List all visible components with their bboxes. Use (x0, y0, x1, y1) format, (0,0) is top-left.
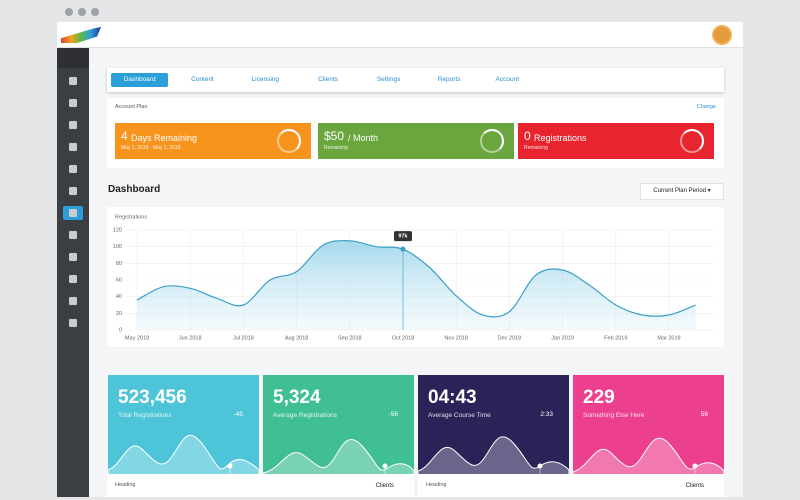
stat-label: Something Else Here (583, 412, 645, 419)
nav-tab[interactable]: Content (191, 76, 214, 83)
sparkline (573, 437, 724, 486)
text: Days Remaining (131, 133, 198, 143)
dashboard-title: Dashboard (108, 184, 161, 195)
stat-change: 56 (700, 411, 708, 418)
x-tick-label: Jul 2018 (233, 335, 254, 341)
sidebar-icon[interactable] (63, 140, 83, 154)
y-tick-label: 40 (116, 294, 122, 300)
stat-label: Average Course Time (428, 412, 491, 419)
avatar[interactable] (712, 25, 732, 45)
x-tick-label: Feb 2019 (604, 335, 627, 341)
line (136, 240, 696, 318)
x-tick-label: Jan 2019 (551, 335, 574, 341)
nav-tab[interactable]: Settings (376, 76, 401, 83)
heading: Heading (426, 482, 447, 488)
text: Registrations (534, 133, 587, 143)
stat-label: Average Registrations (273, 412, 337, 419)
number: $50 (324, 129, 345, 143)
sub: Remaining (524, 145, 548, 151)
filter[interactable]: Clients (685, 483, 704, 489)
sidebar-icon[interactable] (63, 272, 83, 286)
sub: Remaining (324, 145, 348, 151)
nav-tab[interactable]: Dashboard (111, 73, 169, 87)
y-tick-label: 100 (113, 244, 122, 250)
stat-change: -56 (388, 411, 398, 418)
x-tick-label: May 2018 (125, 335, 149, 341)
bottom-panel: Heading Clients (418, 474, 724, 497)
plan-card: $50/ Month Remaining (318, 123, 514, 159)
chart-panel: Registrations 0 20 40 60 80 100 120 May 2018 Jun… (107, 207, 724, 347)
stat-value: 5,324 (273, 387, 321, 408)
nav-tab[interactable]: Reports (437, 76, 461, 83)
sidebar-icon[interactable] (63, 162, 83, 176)
logo (61, 27, 101, 43)
stat-value: 229 (583, 387, 615, 408)
stat-card: 229 Something Else Here 56 (573, 375, 724, 486)
y-tick-label: 80 (116, 261, 122, 267)
nav-tab[interactable]: Clients (318, 76, 339, 83)
heading: Heading (115, 482, 136, 488)
sidebar-icon[interactable] (63, 228, 83, 242)
nav-tab[interactable]: Licensing (251, 76, 280, 83)
x-tick-label: Nov 2018 (444, 335, 468, 341)
sub: May 2, 2018 - May 2, 2018 (121, 145, 181, 151)
label: Account Plan (115, 104, 148, 110)
nav-tab[interactable]: Account (495, 76, 520, 83)
y-tick-label: 0 (119, 327, 122, 333)
stat-label: Total Registrations (118, 412, 172, 419)
window: Dashboard Content Licensing Clients Settings… (57, 22, 743, 497)
sidebar-icon[interactable] (63, 316, 83, 330)
sidebar-icon[interactable] (63, 294, 83, 308)
stat-change: 2:33 (540, 411, 553, 418)
area (137, 240, 696, 330)
chart-title: Registrations (115, 214, 147, 220)
sidebar-icon[interactable] (63, 206, 83, 220)
sparkline (418, 436, 569, 486)
y-tick-label: 20 (116, 311, 122, 317)
sidebar-icon[interactable] (63, 118, 83, 132)
sidebar-icon[interactable] (63, 184, 83, 198)
y-tick-label: 60 (116, 277, 122, 283)
top-bar (57, 22, 743, 48)
x-tick-label: Jun 2018 (179, 335, 202, 341)
chart: Registrations 0 20 40 60 80 100 120 May 2018 Jun… (113, 214, 713, 341)
x-tick-label: Oct 2018 (392, 335, 414, 341)
tooltip-point (400, 246, 406, 252)
stat-value: 523,456 (118, 387, 187, 408)
sidebar-icon[interactable] (63, 96, 83, 110)
number: 4 (121, 129, 128, 143)
sidebar-icon[interactable] (63, 250, 83, 264)
filter[interactable]: Clients (375, 483, 394, 489)
x-tick-label: Aug 2018 (285, 335, 309, 341)
x-tick-label: Mar 2019 (657, 335, 680, 341)
sparkline (263, 439, 414, 486)
stat-value: 04:43 (428, 387, 477, 408)
change-link[interactable]: Change (696, 104, 716, 110)
tooltip-text: 97k (398, 234, 408, 240)
bottom-panel: Heading Clients (107, 474, 414, 497)
stat-card: 523,456 Total Registrations -45 (108, 375, 259, 486)
stat-card: 04:43 Average Course Time 2:33 (418, 375, 569, 486)
sparkline (108, 434, 259, 486)
plan-card: 4 Days Remaining May 2, 2018 - May 2, 2018 (115, 123, 311, 159)
x-tick-label: Sep 2018 (338, 335, 362, 341)
sidebar (57, 48, 89, 497)
x-tick-label: Dec 2018 (498, 335, 522, 341)
tooltip-box (394, 231, 412, 242)
stat-card: 5,324 Average Registrations -56 (263, 375, 414, 486)
plan-card: 0 Registrations Remaining (518, 123, 714, 159)
period-dropdown[interactable]: Current Plan Period ▾ (640, 183, 724, 200)
sidebar-icon[interactable] (63, 74, 83, 88)
period-text: Current Plan Period (653, 188, 706, 194)
y-tick-label: 120 (113, 227, 122, 233)
number: 0 (524, 129, 531, 143)
stat-change: -45 (233, 411, 243, 418)
tab-bar: Dashboard Content Licensing Clients Settings… (107, 68, 724, 92)
text: / Month (348, 133, 379, 143)
